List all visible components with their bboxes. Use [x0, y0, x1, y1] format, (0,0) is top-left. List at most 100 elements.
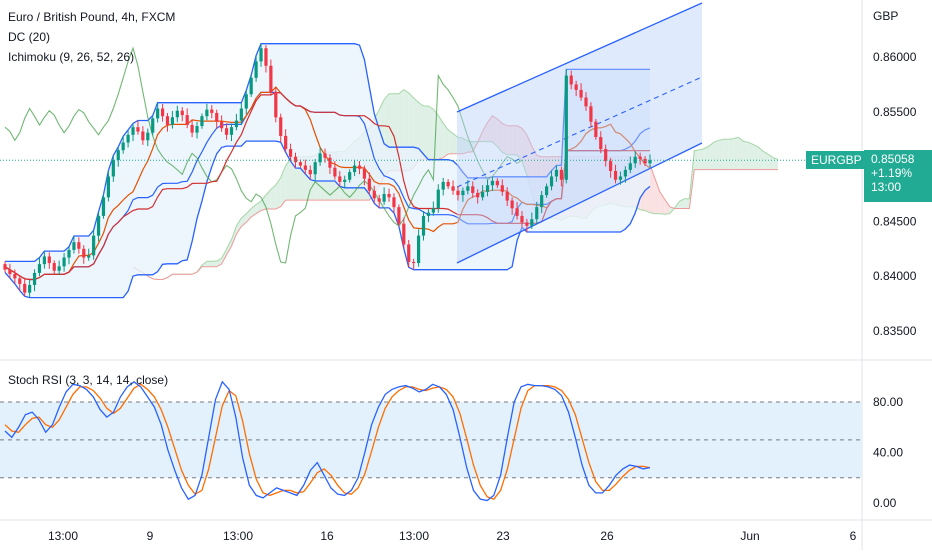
candle [165, 113, 170, 132]
candle-body [274, 92, 278, 118]
candle [505, 187, 509, 206]
candle-body [545, 186, 549, 196]
candle [584, 92, 588, 111]
candle [175, 105, 179, 123]
candle [613, 164, 618, 184]
candle-body [62, 257, 66, 267]
stoch-tick-label: 40.00 [873, 446, 903, 460]
indicator-ichimoku-label[interactable]: Ichimoku (9, 26, 52, 26) [8, 50, 135, 64]
last-price-change: +1.19% [871, 166, 913, 181]
candle-body [234, 120, 239, 128]
candle [431, 201, 435, 216]
candle-body [343, 179, 347, 182]
candle-body [82, 248, 86, 258]
candle-body [269, 65, 273, 93]
candle [62, 253, 66, 272]
candle-body [298, 162, 303, 166]
candle [387, 188, 391, 202]
candle [136, 120, 140, 135]
time-tick-label: 23 [496, 529, 510, 543]
candle-body [254, 61, 258, 78]
candle [480, 185, 485, 201]
candle-body [609, 161, 613, 171]
stoch-rsi-label[interactable]: Stoch RSI (3, 3, 14, 14, close) [8, 373, 169, 387]
candle-body [628, 163, 632, 170]
parallel-channel-lower [456, 142, 703, 264]
candle [520, 210, 524, 228]
candle-body [131, 127, 135, 135]
candle-body [407, 244, 411, 262]
candle-body [3, 264, 7, 270]
candle-body [136, 127, 140, 132]
candle-body [121, 142, 125, 151]
candle [628, 156, 632, 174]
candle-body [224, 128, 229, 135]
candle [3, 261, 7, 273]
donchian-lower [4, 140, 651, 299]
candle [215, 109, 219, 129]
candle [338, 171, 342, 187]
candle-body [57, 266, 61, 271]
candle-body [308, 169, 312, 175]
candle [239, 103, 243, 126]
time-tick-label: 13:00 [399, 529, 429, 543]
candle-body [18, 278, 22, 284]
candle [500, 179, 504, 196]
candle [471, 181, 475, 198]
candle [535, 201, 539, 224]
candle-body [372, 190, 376, 199]
candle-body [618, 176, 623, 180]
candle-body [338, 176, 342, 182]
candle-body [160, 108, 165, 117]
candle [8, 263, 12, 279]
indicator-dc-label[interactable]: DC (20) [8, 30, 51, 44]
candle-body [520, 215, 524, 223]
candle [111, 155, 115, 182]
candle [549, 170, 554, 191]
candle-body [156, 108, 160, 119]
candle-body [111, 160, 115, 177]
candle [328, 154, 332, 174]
candle-body [623, 169, 627, 177]
candle-body [229, 127, 234, 135]
candle-body [249, 77, 253, 95]
candle [170, 111, 175, 129]
candle-body [382, 194, 386, 202]
candle [579, 83, 583, 101]
candle [101, 194, 106, 219]
candle-body [515, 208, 519, 216]
candle [476, 189, 480, 204]
candle [23, 277, 27, 297]
candle-body [13, 274, 17, 279]
candle-body [313, 162, 317, 175]
candle [545, 183, 549, 198]
symbol-price-tag: EURGBP [806, 151, 867, 170]
candle [609, 157, 613, 178]
candle-body [397, 207, 401, 224]
candle [392, 193, 396, 213]
candle [57, 260, 61, 275]
candle [37, 257, 42, 277]
candle-body [549, 176, 554, 187]
candle-body [554, 169, 559, 177]
candle [254, 55, 258, 82]
candle-body [8, 269, 12, 275]
candle-body [367, 178, 371, 191]
candle [357, 161, 362, 175]
candle-body [180, 110, 184, 116]
symbol-title[interactable]: Euro / British Pound, 4h, FXCM [8, 10, 176, 24]
candle-body [594, 121, 598, 138]
candle [569, 70, 573, 90]
last-price-value: 0.85058 [871, 152, 915, 167]
stoch-k-line [4, 380, 651, 502]
candle [421, 210, 426, 241]
candle [397, 204, 401, 227]
candle [146, 128, 150, 147]
candle-body [151, 118, 155, 133]
candle [594, 118, 598, 140]
candle-body [318, 153, 322, 163]
candle-body [500, 185, 504, 192]
candle [72, 235, 76, 254]
candle-body [293, 156, 298, 163]
